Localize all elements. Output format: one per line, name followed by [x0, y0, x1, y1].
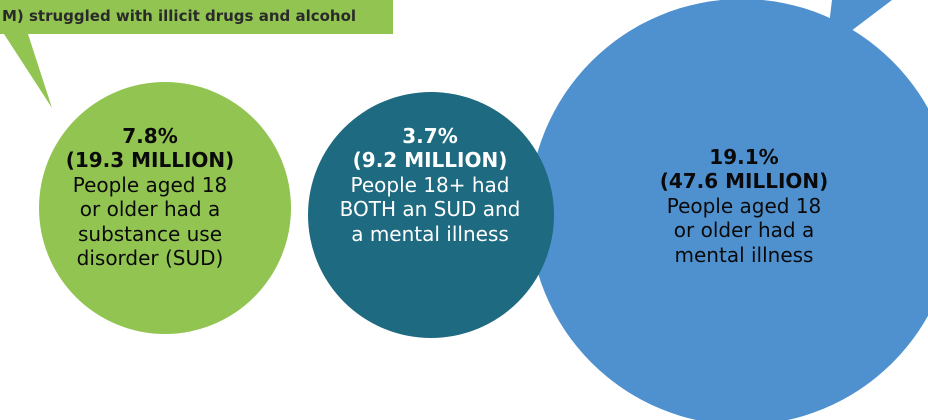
sud-desc-line: substance use	[77, 221, 223, 246]
both-desc-line: a mental illness	[351, 221, 509, 246]
sud-desc-line: People aged 18	[72, 172, 228, 197]
both-count: (9.2 MILLION)	[352, 148, 508, 173]
both-circle	[308, 92, 554, 338]
sud-circle	[39, 82, 291, 334]
mental-illness-label: 19.1% (47.6 MILLION) People aged 18 or o…	[628, 145, 860, 267]
mental-illness-percent: 19.1%	[709, 145, 779, 169]
mental-illness-desc-line: mental illness	[674, 242, 814, 267]
both-percent: 3.7%	[402, 124, 458, 148]
sud-label: 7.8% (19.3 MILLION) People aged 18 or ol…	[55, 124, 245, 270]
both-desc-line: BOTH an SUD and	[339, 197, 521, 222]
mental-illness-circle	[529, 0, 928, 420]
mental-illness-count: (47.6 MILLION)	[659, 169, 829, 194]
callout-box	[0, 0, 393, 108]
both-label: 3.7% (9.2 MILLION) People 18+ had BOTH a…	[318, 124, 542, 246]
sud-desc-line: disorder (SUD)	[76, 245, 224, 270]
sud-desc-line: or older had a	[79, 197, 221, 222]
callout-text: M) struggled with illicit drugs and alco…	[2, 7, 357, 25]
sud-count: (19.3 MILLION)	[65, 148, 235, 173]
mental-illness-desc-line: People aged 18	[666, 193, 822, 218]
sud-percent: 7.8%	[122, 124, 178, 148]
both-desc-line: People 18+ had	[350, 172, 510, 197]
mental-illness-desc-line: or older had a	[673, 218, 815, 243]
